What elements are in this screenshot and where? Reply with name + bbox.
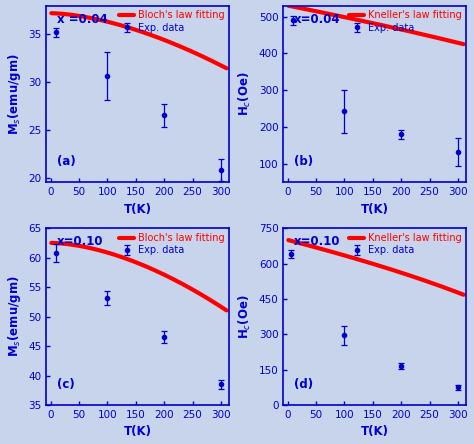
Kneller's law fitting <box>317 246 322 251</box>
Bloch's law fitting <box>165 274 171 279</box>
Bloch's law fitting <box>224 308 229 313</box>
Bloch's law fitting <box>48 11 54 16</box>
Kneller's law fitting <box>330 12 336 17</box>
Text: x=0.10: x=0.10 <box>294 235 341 248</box>
Bloch's law fitting <box>80 244 85 249</box>
Kneller's law fitting <box>402 271 408 277</box>
Kneller's law fitting <box>418 31 423 36</box>
Bloch's law fitting <box>93 247 99 252</box>
Y-axis label: M$_s$(emu/gm): M$_s$(emu/gm) <box>6 276 23 357</box>
Y-axis label: H$_c$(Oe): H$_c$(Oe) <box>237 72 253 116</box>
Text: (c): (c) <box>57 378 75 391</box>
Kneller's law fitting <box>389 25 394 30</box>
Text: x=0.10: x=0.10 <box>57 235 104 248</box>
Line: Bloch's law fitting: Bloch's law fitting <box>51 13 227 68</box>
Bloch's law fitting <box>48 240 54 246</box>
Bloch's law fitting <box>165 39 171 44</box>
Kneller's law fitting <box>418 276 423 281</box>
Kneller's law fitting <box>365 20 371 25</box>
Text: x=0.04: x=0.04 <box>294 12 341 26</box>
Line: Kneller's law fitting: Kneller's law fitting <box>288 240 464 295</box>
Bloch's law fitting <box>93 16 99 22</box>
Bloch's law fitting <box>181 282 186 287</box>
Text: (b): (b) <box>294 155 313 168</box>
Text: (a): (a) <box>57 155 76 168</box>
X-axis label: T(K): T(K) <box>124 425 152 438</box>
Kneller's law fitting <box>389 267 394 272</box>
Line: Bloch's law fitting: Bloch's law fitting <box>51 243 227 310</box>
Kneller's law fitting <box>330 250 336 255</box>
Kneller's law fitting <box>317 9 322 15</box>
Legend: Kneller's law fitting, Exp. data: Kneller's law fitting, Exp. data <box>347 231 464 258</box>
Legend: Bloch's law fitting, Exp. data: Bloch's law fitting, Exp. data <box>118 231 227 258</box>
Kneller's law fitting <box>402 28 408 33</box>
Legend: Kneller's law fitting, Exp. data: Kneller's law fitting, Exp. data <box>347 8 464 35</box>
X-axis label: T(K): T(K) <box>124 203 152 216</box>
Bloch's law fitting <box>80 14 85 19</box>
Y-axis label: M$_s$(emu/gm): M$_s$(emu/gm) <box>6 53 23 135</box>
Text: (d): (d) <box>294 378 313 391</box>
Kneller's law fitting <box>461 41 466 47</box>
Bloch's law fitting <box>152 34 157 39</box>
Bloch's law fitting <box>128 25 134 31</box>
X-axis label: T(K): T(K) <box>361 203 389 216</box>
Kneller's law fitting <box>285 238 291 243</box>
Line: Kneller's law fitting: Kneller's law fitting <box>288 6 464 44</box>
Bloch's law fitting <box>224 66 229 71</box>
Kneller's law fitting <box>285 3 291 8</box>
Bloch's law fitting <box>128 258 134 263</box>
Kneller's law fitting <box>461 292 466 297</box>
Text: x =0.04: x =0.04 <box>57 12 108 26</box>
Bloch's law fitting <box>181 45 186 51</box>
Y-axis label: H$_c$(Oe): H$_c$(Oe) <box>237 294 253 339</box>
Legend: Bloch's law fitting, Exp. data: Bloch's law fitting, Exp. data <box>118 8 227 35</box>
X-axis label: T(K): T(K) <box>361 425 389 438</box>
Bloch's law fitting <box>152 268 157 273</box>
Kneller's law fitting <box>365 260 371 265</box>
